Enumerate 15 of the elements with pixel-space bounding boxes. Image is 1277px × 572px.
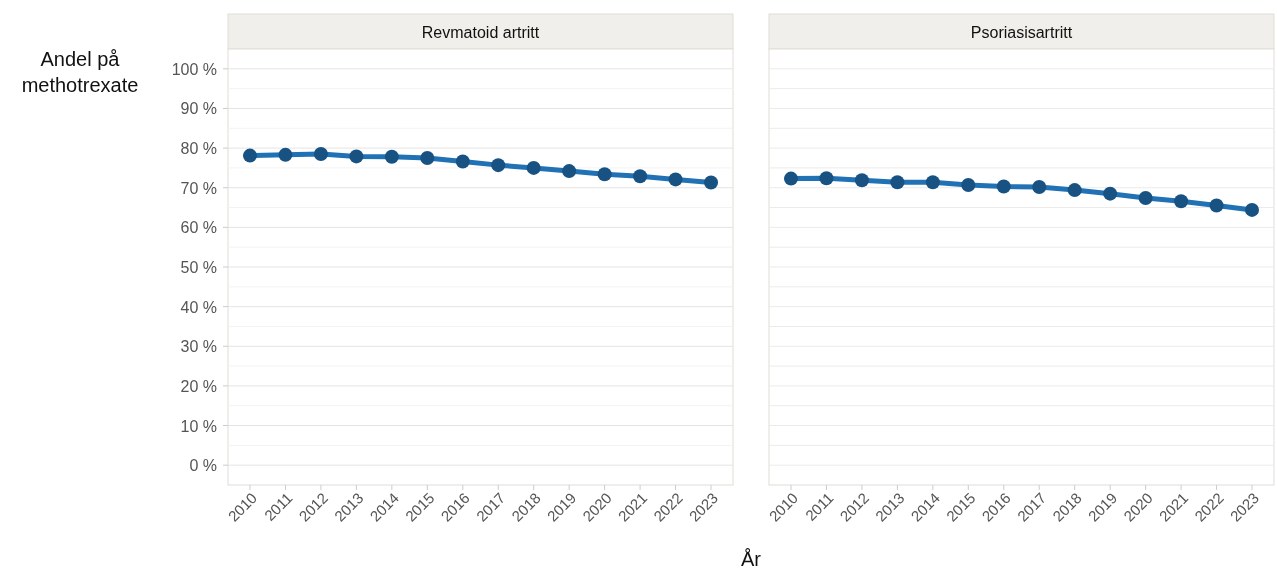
chart-title: Revmatoid artritt <box>421 23 540 41</box>
y-tick-label: 0 % <box>189 457 217 475</box>
y-tick-label: 70 % <box>180 179 217 197</box>
x-axis-title: År <box>741 548 762 570</box>
y-tick-label: 60 % <box>180 219 217 237</box>
y-tick-label: 30 % <box>180 338 217 356</box>
chart-title: Psoriasisartritt <box>970 23 1073 41</box>
y-tick-label: 100 % <box>171 60 217 78</box>
y-tick-label: 50 % <box>180 259 217 276</box>
y-tick-label: 90 % <box>180 100 217 118</box>
y-axis-title: Andel på methotrexate <box>21 48 139 96</box>
y-tick-label: 80 % <box>180 140 217 158</box>
y-tick-label: 40 % <box>180 298 217 316</box>
y-tick-label: 10 % <box>180 417 217 435</box>
y-tick-label: 20 % <box>180 377 217 395</box>
